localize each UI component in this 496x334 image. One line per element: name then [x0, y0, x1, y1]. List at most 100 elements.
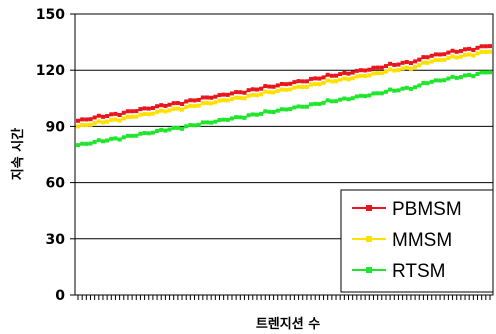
data-point — [467, 73, 472, 78]
data-point — [205, 101, 210, 106]
data-point — [438, 52, 443, 57]
data-point — [342, 96, 347, 101]
data-point — [96, 138, 101, 143]
data-point — [309, 76, 314, 81]
data-point — [404, 65, 409, 70]
data-point — [463, 47, 468, 52]
data-point — [334, 79, 339, 84]
data-point — [271, 90, 276, 95]
data-point — [375, 71, 380, 76]
data-point — [254, 87, 259, 92]
data-point — [342, 70, 347, 75]
data-point — [238, 115, 243, 120]
data-point — [325, 98, 330, 103]
data-point — [408, 61, 413, 66]
data-point — [454, 55, 459, 60]
y-tick-label: 0 — [55, 288, 65, 304]
data-point — [450, 48, 455, 53]
data-point — [354, 68, 359, 73]
data-point — [242, 115, 247, 120]
data-point — [392, 88, 397, 93]
data-point — [134, 114, 139, 119]
series-line — [77, 50, 491, 128]
data-point — [325, 78, 330, 83]
data-point — [217, 118, 222, 123]
data-point — [454, 49, 459, 54]
data-point — [267, 90, 272, 95]
data-point — [275, 89, 280, 94]
data-point — [180, 102, 185, 107]
data-point — [408, 86, 413, 91]
data-point — [246, 93, 251, 98]
data-point — [317, 76, 322, 81]
data-point — [196, 97, 201, 102]
data-point — [367, 93, 372, 98]
data-point — [163, 128, 168, 133]
data-point — [121, 116, 126, 121]
data-point — [117, 113, 122, 118]
data-point — [429, 53, 434, 58]
data-point — [400, 60, 405, 65]
series-rtsm — [76, 70, 492, 148]
data-point — [421, 55, 426, 60]
data-point — [254, 93, 259, 98]
data-point — [429, 79, 434, 84]
data-point — [346, 71, 351, 76]
data-point — [467, 46, 472, 51]
data-point — [433, 78, 438, 83]
data-point — [117, 137, 122, 142]
data-point — [379, 65, 384, 70]
data-point — [458, 49, 463, 54]
data-point — [254, 112, 259, 117]
data-point — [171, 101, 176, 106]
data-point — [271, 84, 276, 89]
data-point — [92, 115, 97, 120]
data-point — [338, 77, 343, 82]
data-point — [413, 59, 418, 64]
data-point — [142, 131, 147, 136]
data-point — [450, 74, 455, 79]
y-tick-label: 90 — [46, 119, 66, 135]
data-point — [438, 58, 443, 63]
data-point — [76, 118, 80, 123]
data-point — [417, 63, 422, 68]
data-point — [296, 84, 301, 89]
data-point — [130, 114, 135, 119]
data-point — [238, 90, 243, 95]
data-point — [242, 96, 247, 101]
data-point — [367, 67, 372, 72]
y-axis-ticks: 0 30 60 90 120 150 — [36, 7, 75, 304]
data-point — [296, 104, 301, 109]
data-point — [184, 124, 189, 129]
data-point — [263, 109, 268, 114]
data-point — [250, 87, 255, 92]
data-point — [292, 105, 297, 110]
data-point — [284, 107, 289, 112]
data-point — [329, 79, 334, 84]
data-point — [371, 91, 376, 96]
data-point — [150, 111, 155, 116]
data-point — [146, 106, 151, 111]
data-point — [354, 74, 359, 79]
y-tick-label: 120 — [36, 63, 65, 79]
data-point — [446, 76, 451, 81]
data-point — [229, 116, 234, 121]
data-point — [388, 87, 393, 92]
data-point — [96, 113, 101, 118]
data-point — [159, 103, 164, 108]
data-point — [271, 109, 276, 114]
data-point — [371, 65, 376, 70]
data-point — [342, 76, 347, 81]
data-point — [113, 111, 118, 116]
data-point — [134, 109, 139, 114]
data-point — [225, 117, 230, 122]
data-point — [167, 102, 172, 107]
data-point — [483, 49, 488, 54]
data-point — [259, 86, 264, 91]
data-point — [109, 112, 114, 117]
data-point — [471, 74, 476, 79]
data-point — [458, 75, 463, 80]
y-tick-label: 150 — [36, 7, 65, 23]
data-point — [438, 78, 443, 83]
data-point — [433, 52, 438, 57]
